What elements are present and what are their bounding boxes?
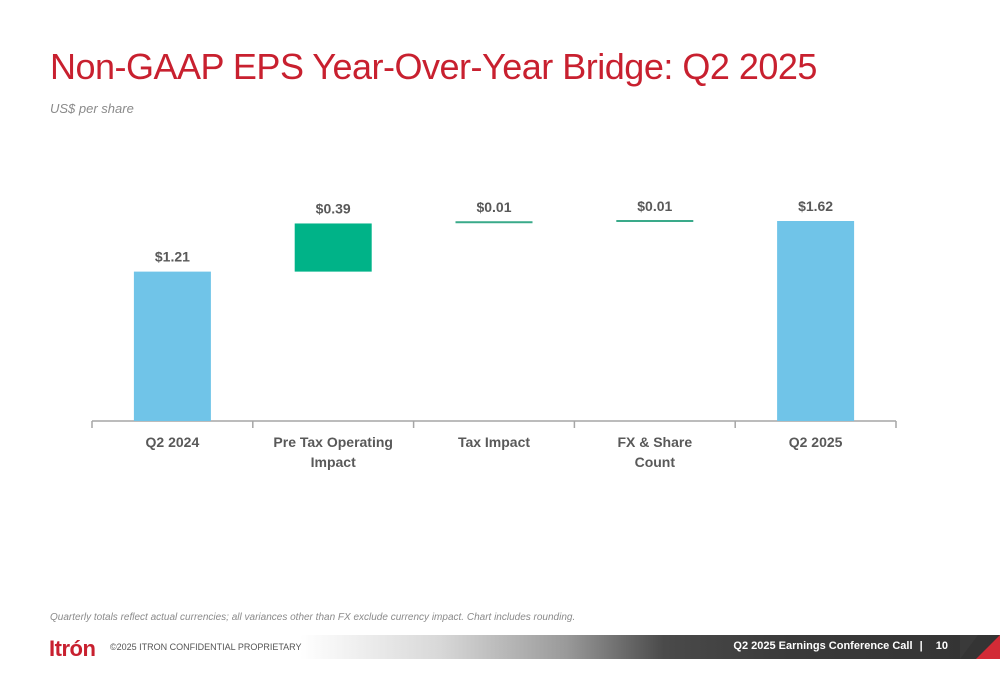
data-label: $1.62 [798,198,833,214]
bar-q2-2024 [133,271,211,421]
slide-subtitle: US$ per share [50,101,134,116]
x-tick-label: Q2 2025 [789,434,843,450]
footer-info: Q2 2025 Earnings Conference Call | 10 [733,640,948,652]
x-tick-label: FX & Share [617,434,692,450]
footer-title: Q2 2025 Earnings Conference Call [733,640,913,652]
copyright: ©2025 ITRON CONFIDENTIAL PROPRIETARY [110,642,302,652]
x-tick-label: Q2 2024 [146,434,200,450]
x-tick-label: Pre Tax Operating [273,434,393,450]
itron-logo: Itrón [49,636,96,661]
x-tick-label: Tax Impact [458,434,530,450]
x-tick-label: Count [635,454,676,470]
footer-corner-accent [976,635,1000,659]
bar-fx-share-count [616,220,694,222]
data-label: $1.21 [155,249,190,265]
footer-separator: | [919,640,923,652]
data-label: $0.01 [637,198,672,214]
data-label: $0.01 [476,199,511,215]
slide-title: Non-GAAP EPS Year-Over-Year Bridge: Q2 2… [50,46,817,87]
footer-divider [960,635,978,659]
x-tick-label: Impact [311,454,356,470]
bar-q2-2025 [777,221,855,421]
footer-bar [300,635,1000,659]
page-number: 10 [935,640,948,652]
data-label: $0.39 [316,200,351,216]
bar-pre-tax-operating-impact [294,223,372,272]
footnote: Quarterly totals reflect actual currenci… [50,612,576,623]
bar-tax-impact [455,221,533,224]
